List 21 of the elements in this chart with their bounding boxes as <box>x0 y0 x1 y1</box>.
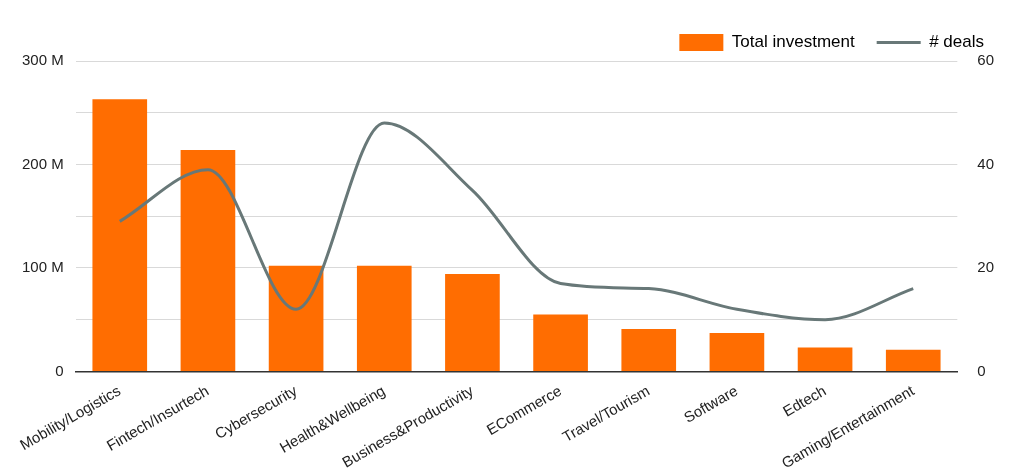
y2-tick-label: 0 <box>977 361 986 379</box>
bar <box>621 328 677 371</box>
y-tick-label: 0 <box>55 361 64 379</box>
legend-label: Total investment <box>731 32 855 52</box>
y-tick-label: 300 M <box>21 51 64 69</box>
bar <box>268 265 324 371</box>
line-series <box>118 121 915 322</box>
y2-tick-label: 60 <box>977 51 994 69</box>
bar <box>445 274 500 371</box>
bar <box>356 265 412 371</box>
bar <box>797 347 853 371</box>
bar <box>533 314 588 371</box>
bar <box>709 333 765 371</box>
legend-label: # deals <box>929 32 985 52</box>
y-tick-label: 200 M <box>21 154 64 172</box>
bar <box>180 149 236 371</box>
bar <box>92 99 148 371</box>
y2-tick-label: 40 <box>977 154 994 172</box>
y-tick-label: 100 M <box>21 258 64 276</box>
bar <box>885 349 941 371</box>
y2-tick-label: 20 <box>977 258 994 276</box>
